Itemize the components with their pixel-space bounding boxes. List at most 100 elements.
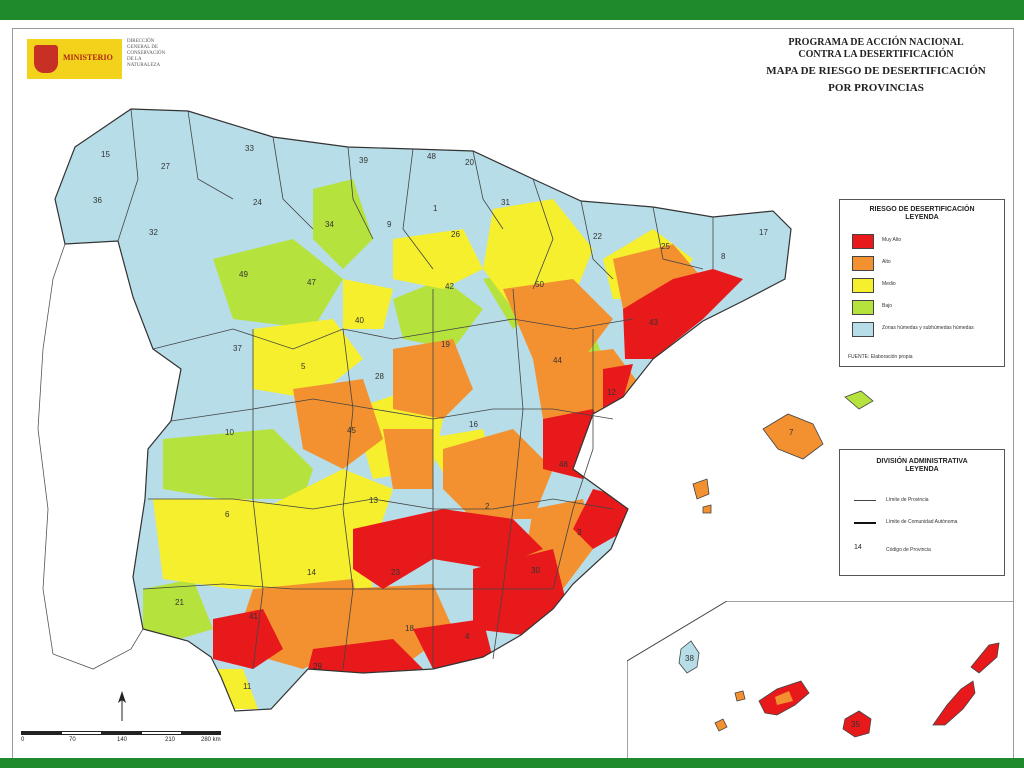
spain-government-logo: MINISTERIO [27,39,122,79]
svg-text:42: 42 [445,282,454,291]
svg-text:19: 19 [441,340,450,349]
province-code-labels: 15 27 33 39 48 20 36 32 24 34 9 1 31 26 … [93,144,794,691]
legend-item-humid: Zonas húmedas y subhúmedas húmedas [852,322,1002,338]
spain-risk-map: 15 27 33 39 48 20 36 32 24 34 9 1 31 26 … [37,108,874,712]
map-title-line1: MAPA DE RIESGO DE DESERTIFICACIÓN [766,65,986,77]
scale-bar: 0 70 140 210 280 km [21,729,221,751]
svg-text:3: 3 [577,528,582,537]
svg-text:32: 32 [149,228,158,237]
svg-text:38: 38 [685,654,694,663]
risk-legend-subtitle: LEYENDA [905,214,939,221]
island-fuerteventura [932,680,976,726]
svg-text:1: 1 [433,204,438,213]
svg-text:34: 34 [325,220,334,229]
svg-text:35: 35 [851,720,860,729]
svg-text:10: 10 [225,428,234,437]
svg-text:23: 23 [391,568,400,577]
svg-text:33: 33 [245,144,254,153]
island-gran-canaria [842,710,872,738]
svg-text:44: 44 [553,356,562,365]
svg-text:8: 8 [721,252,726,261]
svg-text:17: 17 [759,228,768,237]
svg-text:21: 21 [175,598,184,607]
svg-text:24: 24 [253,198,262,207]
svg-text:14: 14 [307,568,316,577]
svg-text:6: 6 [225,510,230,519]
svg-text:46: 46 [559,460,568,469]
map-header: PROGRAMA DE ACCIÓN NACIONAL CONTRA LA DE… [751,37,1001,95]
program-title-line1: PROGRAMA DE ACCIÓN NACIONAL [788,37,964,48]
svg-text:28: 28 [375,372,384,381]
province-limit-line [854,500,876,501]
svg-text:15: 15 [101,150,110,159]
ministry-name: DIRECCIÓN GENERAL DE CONSERVACIÓN DE LA … [127,39,166,68]
scale-segment [141,731,183,735]
island-mallorca [762,413,824,460]
bottom-band [0,758,1024,768]
legend-label: Muy Alto [882,237,902,243]
legend-label: Alto [882,259,891,265]
svg-text:4: 4 [465,632,470,641]
svg-text:12: 12 [607,388,616,397]
scale-tick: 280 km [201,737,221,743]
province-limit-row: Límite de Provincia [854,494,1000,506]
svg-text:36: 36 [93,196,102,205]
scale-tick: 70 [69,737,76,743]
province-code-row: 14 Código de Provincia [854,544,1000,556]
canary-islands-inset: 38 35 [627,601,1013,759]
admin-legend-title: DIVISIÓN ADMINISTRATIVA [876,458,968,465]
scale-segment [181,731,221,735]
legend-swatch [852,256,874,271]
svg-text:40: 40 [355,316,364,325]
svg-text:48: 48 [427,152,436,161]
legend-item-high: Alto [852,256,1002,272]
svg-text:18: 18 [405,624,414,633]
legend-source: FUENTE: Elaboración propia [848,354,913,360]
island-la-gomera [734,690,746,702]
island-la-palma [678,640,700,674]
program-title-line2: CONTRA LA DESERTIFICACIÓN [798,49,954,60]
svg-text:26: 26 [451,230,460,239]
community-limit-line [854,522,876,524]
legend-item-medium: Medio [852,278,1002,294]
admin-legend-subtitle: LEYENDA [905,466,939,473]
scale-segment [101,731,141,735]
island-formentera [702,504,712,514]
island-el-hierro [714,718,728,732]
province-limit-label: Límite de Provincia [886,497,929,503]
top-band [0,0,1024,20]
logo-text: MINISTERIO [63,53,113,62]
province-code-sample: 14 [854,544,862,551]
svg-text:37: 37 [233,344,242,353]
spain-outline [54,108,792,712]
svg-text:41: 41 [249,612,258,621]
svg-text:45: 45 [347,426,356,435]
scale-tick: 210 [165,737,176,743]
island-ibiza [692,478,710,500]
legend-item-very-high: Muy Alto [852,234,1002,250]
community-limit-row: Límite de Comunidad Autónoma [854,516,1000,528]
scale-segment [61,731,103,735]
north-arrow-icon [118,691,126,721]
coat-of-arms-icon [34,45,58,73]
community-limit-label: Límite de Comunidad Autónoma [886,519,958,525]
map-frame: 15 27 33 39 48 20 36 32 24 34 9 1 31 26 … [12,28,1014,760]
svg-text:39: 39 [359,156,368,165]
legend-item-low: Bajo [852,300,1002,316]
admin-division-legend: DIVISIÓN ADMINISTRATIVA LEYENDA Límite d… [839,449,1005,576]
risk-legend-title: RIESGO DE DESERTIFICACIÓN [869,206,975,213]
svg-text:11: 11 [243,682,252,691]
svg-text:31: 31 [501,198,510,207]
svg-text:22: 22 [593,232,602,241]
svg-text:13: 13 [369,496,378,505]
province-boundaries [117,108,714,670]
svg-text:9: 9 [387,220,392,229]
svg-text:47: 47 [307,278,316,287]
svg-text:30: 30 [531,566,540,575]
province-code-label: Código de Provincia [886,547,931,553]
island-menorca [844,390,874,410]
legend-swatch [852,300,874,315]
scale-tick: 0 [21,737,25,743]
risk-legend: RIESGO DE DESERTIFICACIÓN LEYENDA Muy Al… [839,199,1005,367]
legend-label: Zonas húmedas y subhúmedas húmedas [882,325,974,331]
